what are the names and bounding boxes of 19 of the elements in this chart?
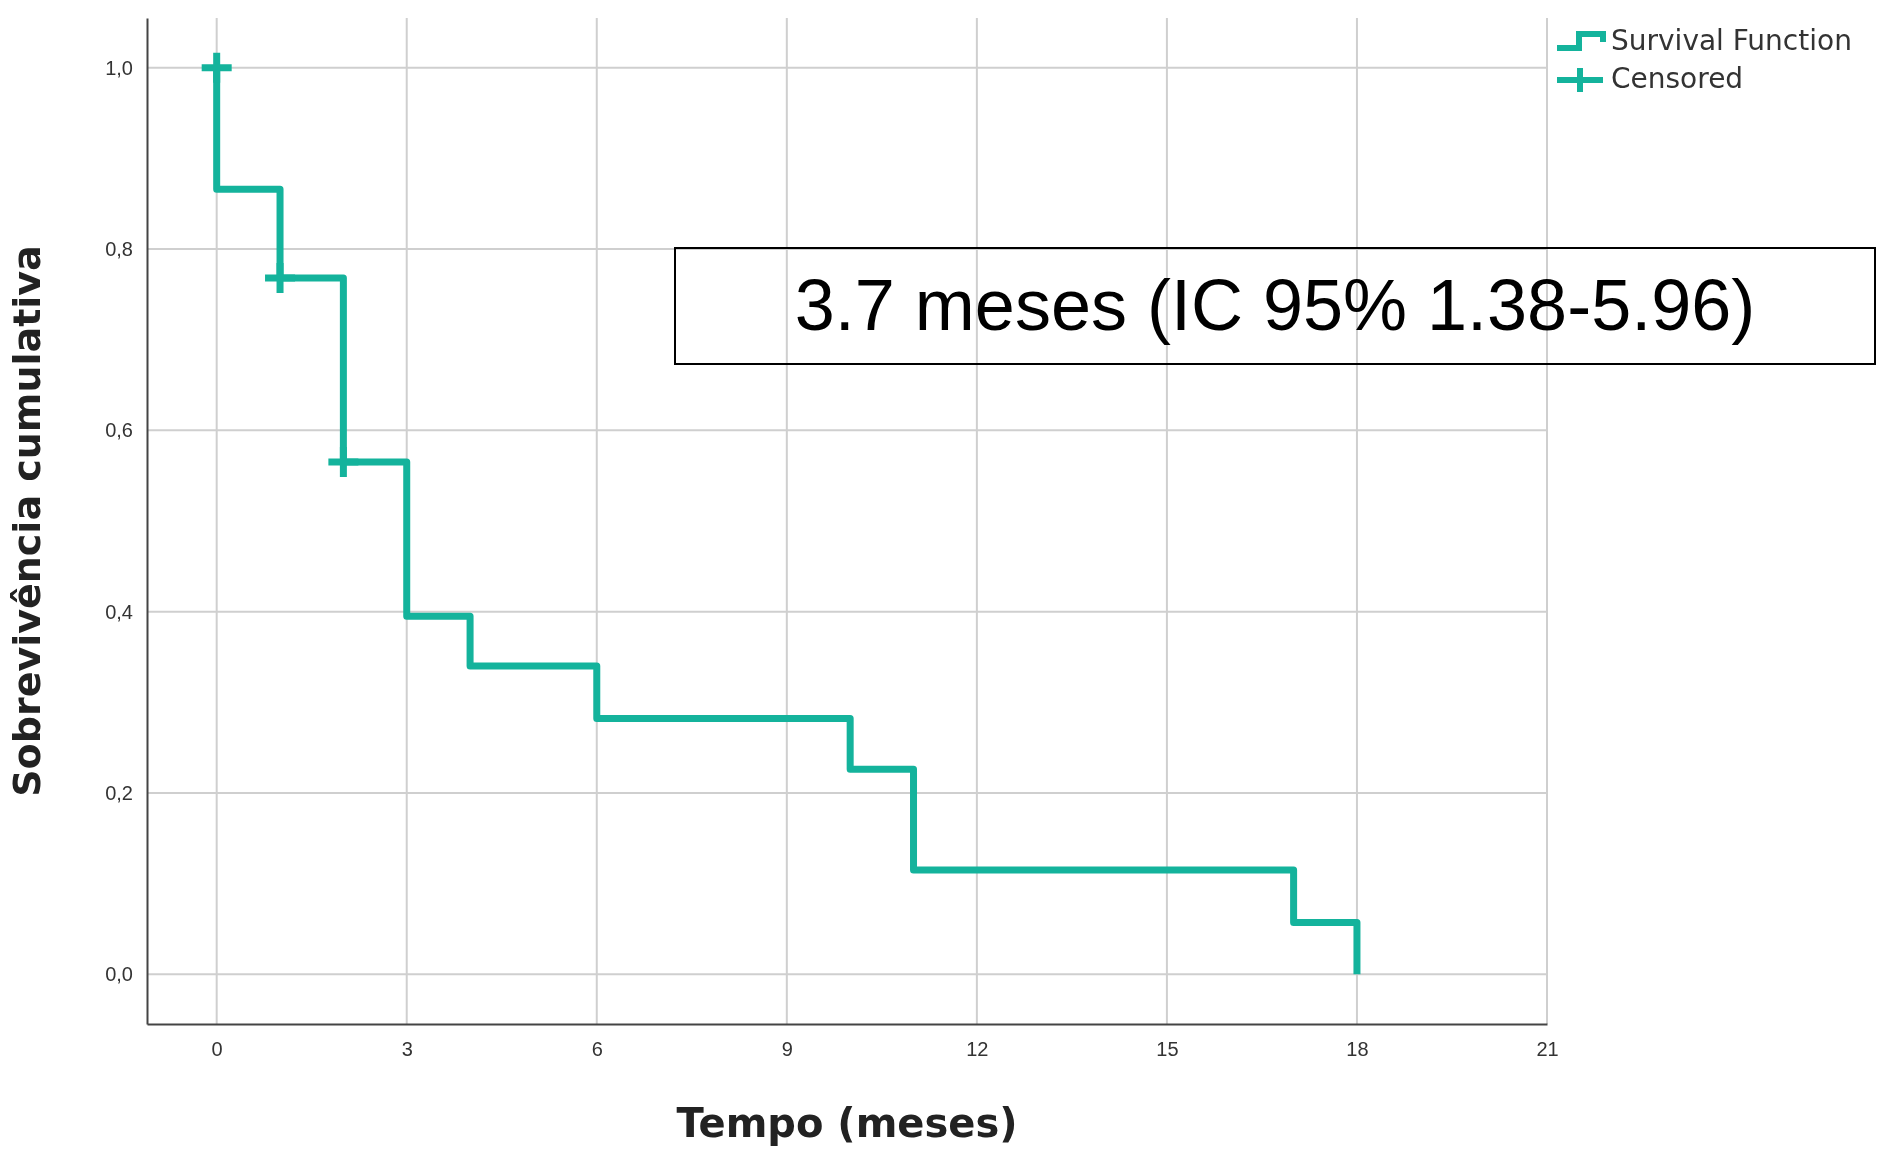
x-axis-title: Tempo (meses): [676, 1100, 1018, 1146]
legend-label: Survival Function: [1611, 24, 1852, 57]
y-tick-label: 0,6: [105, 419, 133, 442]
y-tick-label: 0,8: [105, 238, 133, 261]
y-tick-label: 0,4: [105, 600, 133, 623]
y-axis-title: Sobrevivência cumulativa: [5, 245, 49, 797]
legend-label: Censored: [1611, 62, 1744, 95]
annotation: 3.7 meses (IC 95% 1.38-5.96): [794, 265, 1756, 345]
x-tick-label: 12: [966, 1038, 989, 1061]
x-tick-label: 18: [1346, 1038, 1369, 1061]
y-tick-label: 0,0: [105, 963, 133, 986]
x-tick-label: 9: [781, 1038, 793, 1061]
y-tick-label: 1,0: [105, 56, 133, 79]
y-tick-label: 0,2: [105, 781, 133, 804]
x-tick-label: 21: [1536, 1038, 1559, 1061]
x-tick-label: 15: [1156, 1038, 1179, 1061]
x-tick-label: 3: [401, 1038, 413, 1061]
x-tick-label: 0: [211, 1038, 223, 1061]
x-tick-label: 6: [591, 1038, 603, 1061]
